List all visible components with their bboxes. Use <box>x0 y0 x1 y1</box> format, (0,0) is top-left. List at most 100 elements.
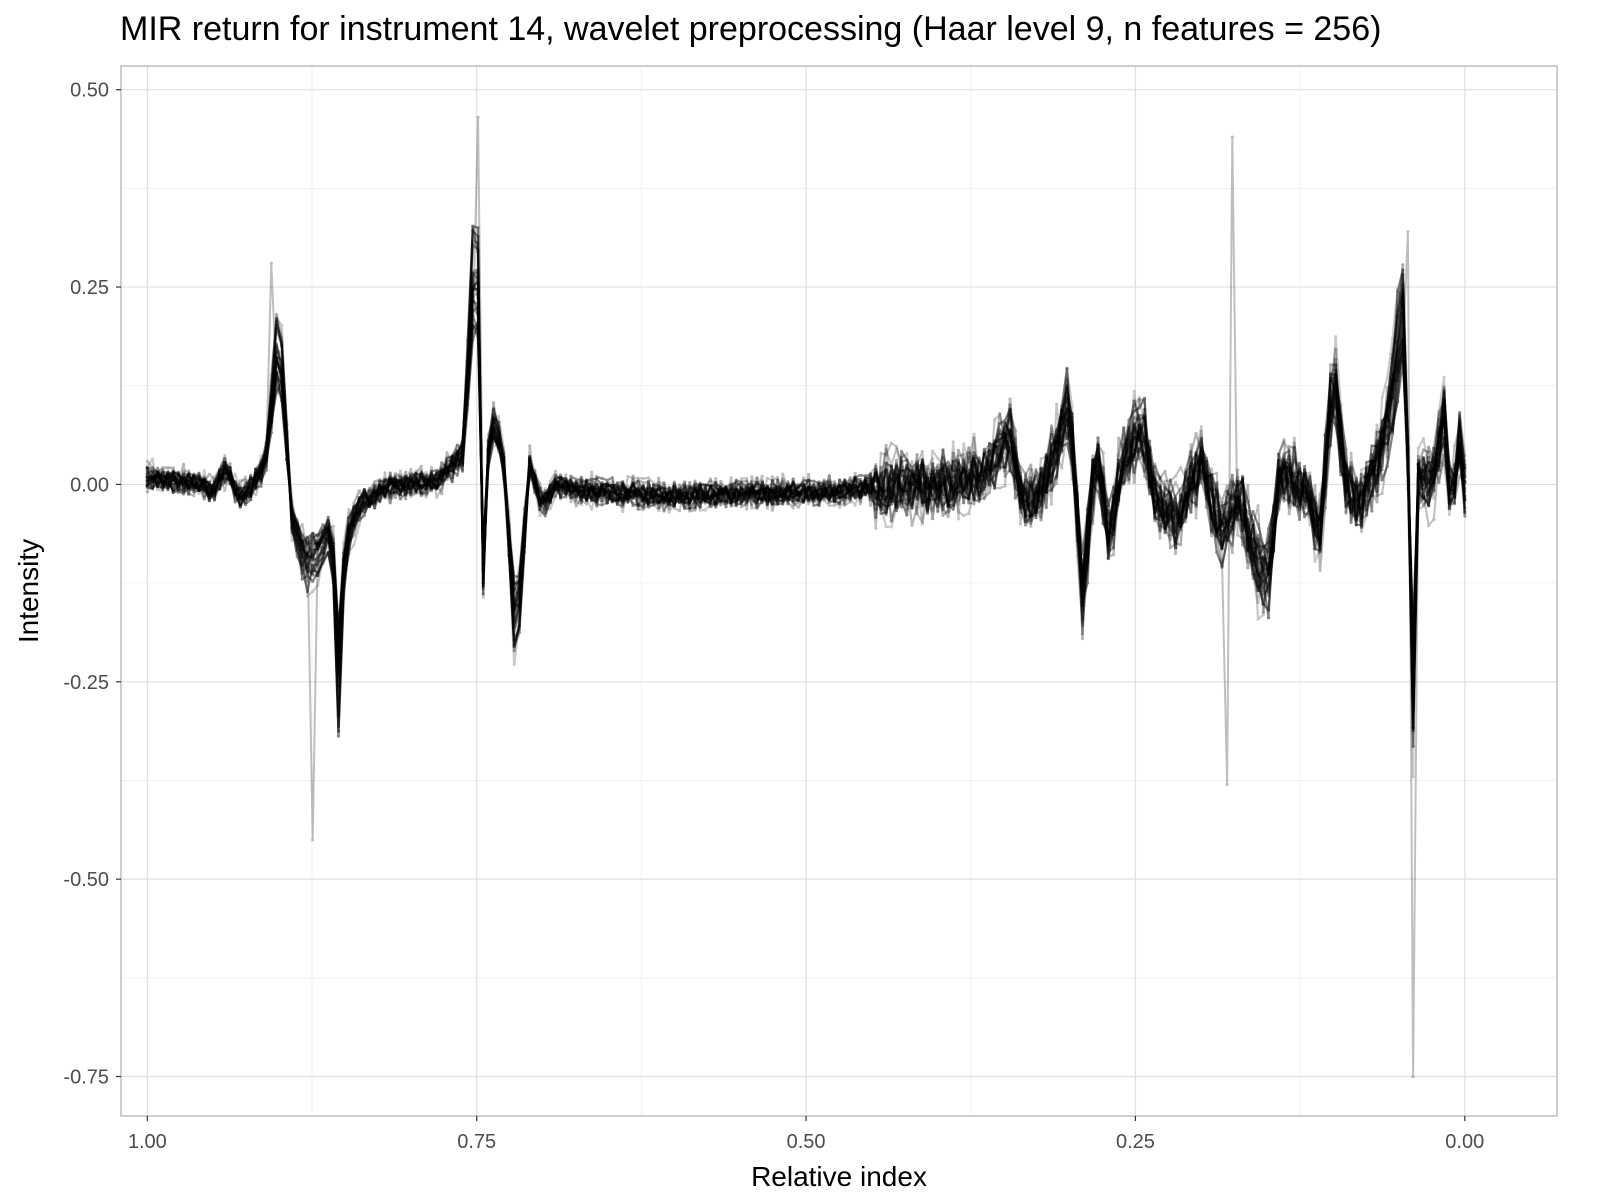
data-point <box>1137 458 1141 462</box>
data-point <box>683 487 687 491</box>
data-point <box>336 673 341 677</box>
data-point <box>693 506 697 510</box>
data-point <box>822 478 826 482</box>
data-point <box>796 482 800 486</box>
data-point <box>1266 583 1271 587</box>
data-point <box>848 500 852 504</box>
data-point <box>641 487 645 491</box>
data-point <box>1220 501 1224 505</box>
data-point <box>424 487 428 491</box>
data-point <box>993 486 997 490</box>
data-point <box>171 490 175 494</box>
data-point <box>1375 494 1379 498</box>
data-point <box>982 492 986 496</box>
data-point <box>1173 474 1178 478</box>
data-point <box>869 475 873 479</box>
data-point <box>1003 469 1007 473</box>
data-point <box>352 505 356 509</box>
data-point <box>254 493 258 497</box>
data-point <box>1447 504 1451 508</box>
data-point <box>936 474 940 478</box>
data-point <box>145 459 149 463</box>
data-point <box>238 479 242 483</box>
data-point <box>703 485 707 489</box>
data-point <box>962 501 966 505</box>
data-point <box>1297 517 1302 522</box>
data-point <box>538 486 542 490</box>
data-point <box>832 504 837 508</box>
data-point <box>274 347 279 351</box>
data-point <box>311 579 315 583</box>
data-point <box>853 477 857 481</box>
data-point <box>1215 471 1219 475</box>
data-point <box>243 485 248 489</box>
data-point <box>1215 500 1219 504</box>
data-point <box>967 511 971 516</box>
data-point <box>755 501 759 505</box>
data-point <box>1049 502 1054 506</box>
data-point <box>1282 496 1286 500</box>
data-point <box>1256 504 1260 508</box>
data-point <box>569 500 573 504</box>
data-point <box>228 462 232 466</box>
data-point <box>905 513 909 517</box>
data-point <box>1179 491 1183 496</box>
data-point <box>941 513 945 518</box>
data-point <box>574 500 578 504</box>
data-point <box>750 506 754 510</box>
data-point <box>450 475 454 480</box>
data-point <box>228 471 232 475</box>
data-point <box>440 461 444 465</box>
data-point <box>729 476 733 480</box>
data-point <box>641 481 645 485</box>
data-point <box>156 467 160 471</box>
data-point <box>197 491 201 495</box>
data-point <box>1199 429 1203 433</box>
data-point <box>993 418 997 422</box>
data-point <box>1179 543 1183 547</box>
data-point <box>956 461 961 465</box>
data-point <box>223 488 227 493</box>
data-point <box>1354 476 1358 480</box>
data-point <box>176 479 180 483</box>
data-point <box>910 488 914 492</box>
data-point <box>1256 523 1260 527</box>
data-point <box>1411 1074 1415 1079</box>
data-point <box>755 476 759 480</box>
data-point <box>838 487 842 491</box>
data-point <box>388 500 392 505</box>
data-point <box>347 516 351 520</box>
data-point <box>879 465 883 469</box>
data-point <box>1189 510 1193 514</box>
data-point <box>1173 480 1178 484</box>
data-point <box>404 470 408 474</box>
data-point <box>1142 469 1147 474</box>
data-point <box>414 481 418 485</box>
data-point <box>1421 491 1425 495</box>
data-point <box>1266 545 1271 549</box>
data-point <box>455 473 459 477</box>
data-point <box>249 498 253 502</box>
data-point <box>1029 521 1033 526</box>
data-point <box>1323 506 1327 510</box>
data-point <box>874 526 878 530</box>
data-point <box>1251 572 1255 577</box>
data-point <box>1173 497 1178 501</box>
data-point <box>424 477 428 481</box>
data-point <box>729 503 733 507</box>
data-point <box>714 495 718 499</box>
chart-title: MIR return for instrument 14, wavelet pr… <box>120 10 1381 48</box>
data-point <box>977 486 981 490</box>
data-point <box>1127 467 1131 471</box>
data-point <box>884 447 888 451</box>
data-point <box>931 506 935 510</box>
data-point <box>305 547 310 551</box>
data-point <box>352 506 356 511</box>
data-point <box>1132 405 1136 409</box>
data-point <box>440 486 444 490</box>
data-point <box>460 467 465 471</box>
data-point <box>553 473 558 478</box>
data-point <box>998 486 1002 490</box>
data-point <box>543 514 547 518</box>
data-point <box>1179 465 1183 470</box>
